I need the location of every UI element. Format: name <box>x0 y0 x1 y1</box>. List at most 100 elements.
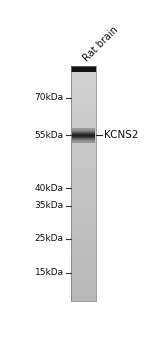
Bar <box>71 142 96 143</box>
Bar <box>71 184 96 185</box>
Text: 35kDa: 35kDa <box>35 201 64 210</box>
Bar <box>71 283 96 284</box>
Bar <box>71 121 96 122</box>
Bar <box>71 273 96 274</box>
Bar <box>71 66 96 301</box>
Bar <box>71 288 96 289</box>
Bar <box>71 164 96 165</box>
Bar <box>71 285 96 286</box>
Bar <box>71 286 96 287</box>
Bar <box>71 268 96 269</box>
Bar <box>71 267 96 268</box>
Bar <box>71 98 96 99</box>
Bar <box>71 257 96 258</box>
Bar <box>71 141 96 142</box>
Bar <box>71 66 96 67</box>
Bar <box>71 146 96 147</box>
Bar <box>71 219 96 220</box>
Bar <box>71 284 96 285</box>
Bar <box>71 203 96 204</box>
Bar <box>71 213 96 214</box>
Bar <box>71 262 96 263</box>
Bar <box>71 88 96 89</box>
Bar <box>71 116 96 117</box>
Bar <box>71 77 96 78</box>
Bar <box>71 282 96 283</box>
Bar <box>71 237 96 238</box>
Bar <box>71 300 96 301</box>
Bar <box>71 200 96 201</box>
Bar <box>71 122 96 123</box>
Bar <box>71 241 96 242</box>
Bar <box>71 264 96 265</box>
Bar <box>71 125 96 126</box>
Bar <box>71 271 96 272</box>
Bar <box>71 74 96 75</box>
Bar <box>71 150 96 152</box>
Bar <box>71 180 96 181</box>
Bar <box>71 246 96 247</box>
Bar <box>71 145 96 146</box>
Bar <box>71 190 96 191</box>
Bar <box>71 72 96 73</box>
Bar <box>71 231 96 232</box>
Bar <box>71 236 96 237</box>
Bar <box>71 107 96 108</box>
Bar <box>71 94 96 95</box>
Bar <box>71 274 96 275</box>
Text: 40kDa: 40kDa <box>35 184 64 193</box>
Bar <box>71 215 96 216</box>
Bar <box>71 212 96 213</box>
Bar <box>71 170 96 171</box>
Bar <box>71 171 96 172</box>
Bar <box>71 124 96 125</box>
Text: 70kDa: 70kDa <box>35 93 64 103</box>
Bar <box>71 252 96 253</box>
Bar <box>71 112 96 113</box>
Bar <box>71 210 96 211</box>
Bar <box>71 81 96 82</box>
Bar <box>71 138 96 139</box>
Bar <box>71 206 96 207</box>
Bar <box>71 192 96 193</box>
Bar <box>71 134 96 135</box>
Bar <box>71 199 96 200</box>
Bar <box>71 85 96 86</box>
Bar <box>71 175 96 176</box>
Bar <box>71 147 96 148</box>
Bar <box>71 117 96 118</box>
Bar <box>71 265 96 266</box>
Bar <box>71 162 96 163</box>
Bar <box>71 109 96 110</box>
Bar <box>71 297 96 298</box>
Bar <box>71 240 96 241</box>
Bar <box>71 232 96 233</box>
Bar <box>71 172 96 173</box>
Bar <box>71 111 96 112</box>
Bar <box>71 154 96 155</box>
Bar <box>71 139 96 140</box>
Bar <box>71 224 96 225</box>
Bar <box>71 247 96 248</box>
Bar <box>71 174 96 175</box>
Bar <box>71 165 96 166</box>
Bar <box>71 259 96 260</box>
Text: Rat brain: Rat brain <box>81 25 120 64</box>
Bar <box>71 179 96 180</box>
Text: 15kDa: 15kDa <box>35 268 64 277</box>
Bar <box>71 123 96 124</box>
Bar <box>71 201 96 202</box>
Bar <box>71 108 96 109</box>
Bar <box>71 148 96 149</box>
Bar <box>71 197 96 198</box>
Bar <box>71 80 96 81</box>
Bar <box>71 73 96 74</box>
Bar <box>71 281 96 282</box>
Bar <box>71 289 96 290</box>
Bar <box>71 280 96 281</box>
Bar <box>71 153 96 154</box>
Bar <box>71 269 96 270</box>
Bar <box>71 118 96 119</box>
Bar <box>71 169 96 170</box>
Bar <box>71 82 96 83</box>
